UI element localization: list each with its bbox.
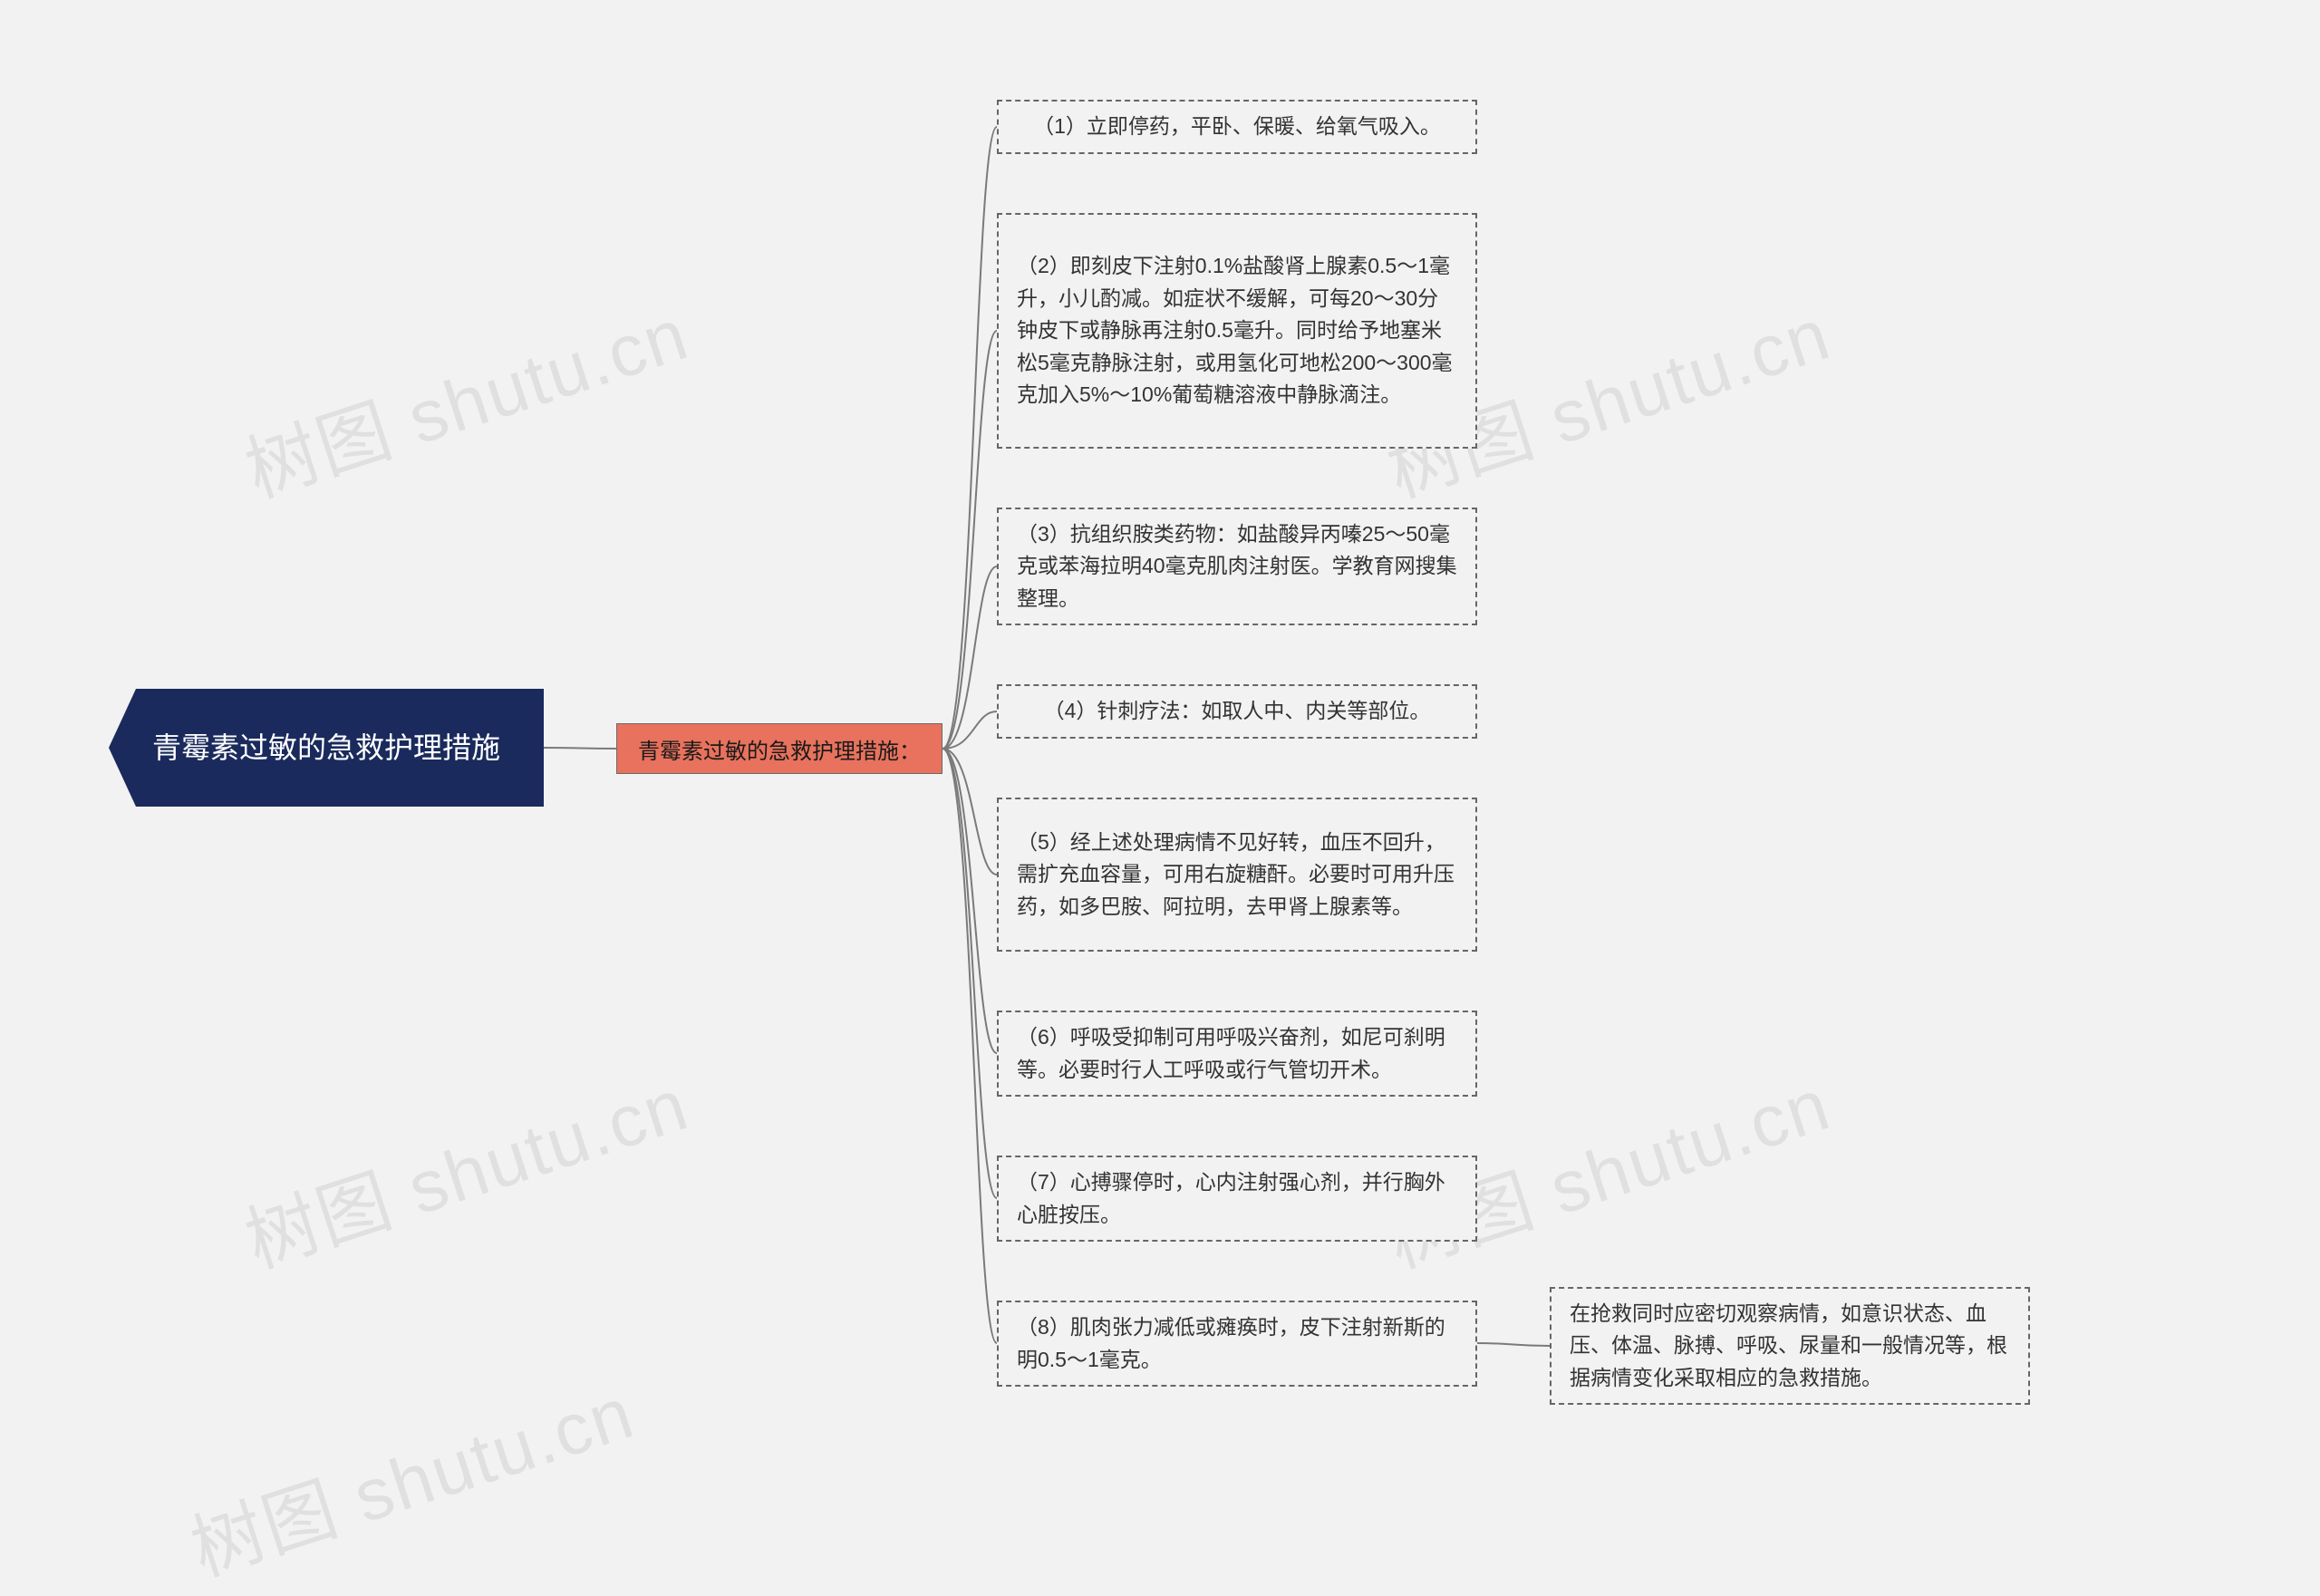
leaf-node[interactable]: （5）经上述处理病情不见好转，血压不回升，需扩充血容量，可用右旋糖酐。必要时可用… (997, 798, 1477, 952)
leaf-node[interactable]: （3）抗组织胺类药物：如盐酸异丙嗪25～50毫克或苯海拉明40毫克肌肉注射医。学… (997, 508, 1477, 625)
watermark: 树图 shutu.cn (230, 1047, 700, 1289)
mindmap-canvas: 树图 shutu.cn 树图 shutu.cn 树图 shutu.cn 树图 s… (0, 0, 2320, 1449)
leaf-node[interactable]: （2）即刻皮下注射0.1%盐酸肾上腺素0.5～1毫升，小儿酌减。如症状不缓解，可… (997, 213, 1477, 449)
leaf-node[interactable]: （6）呼吸受抑制可用呼吸兴奋剂，如尼可刹明等。必要时行人工呼吸或行气管切开术。 (997, 1011, 1477, 1097)
watermark: 树图 shutu.cn (176, 1355, 645, 1596)
leaf-node[interactable]: （7）心搏骤停时，心内注射强心剂，并行胸外心脏按压。 (997, 1156, 1477, 1242)
root-node[interactable]: 青霉素过敏的急救护理措施 (109, 689, 544, 807)
watermark: 树图 shutu.cn (230, 276, 700, 518)
level1-node[interactable]: 青霉素过敏的急救护理措施： (616, 723, 942, 774)
leaf-node[interactable]: （4）针刺疗法：如取人中、内关等部位。 (997, 684, 1477, 739)
leaf-node[interactable]: （1）立即停药，平卧、保暖、给氧气吸入。 (997, 100, 1477, 154)
leaf-node[interactable]: （8）肌肉张力减低或瘫痪时，皮下注射新斯的明0.5～1毫克。 (997, 1301, 1477, 1387)
sub-leaf-node[interactable]: 在抢救同时应密切观察病情，如意识状态、血压、体温、脉搏、呼吸、尿量和一般情况等，… (1550, 1287, 2030, 1405)
